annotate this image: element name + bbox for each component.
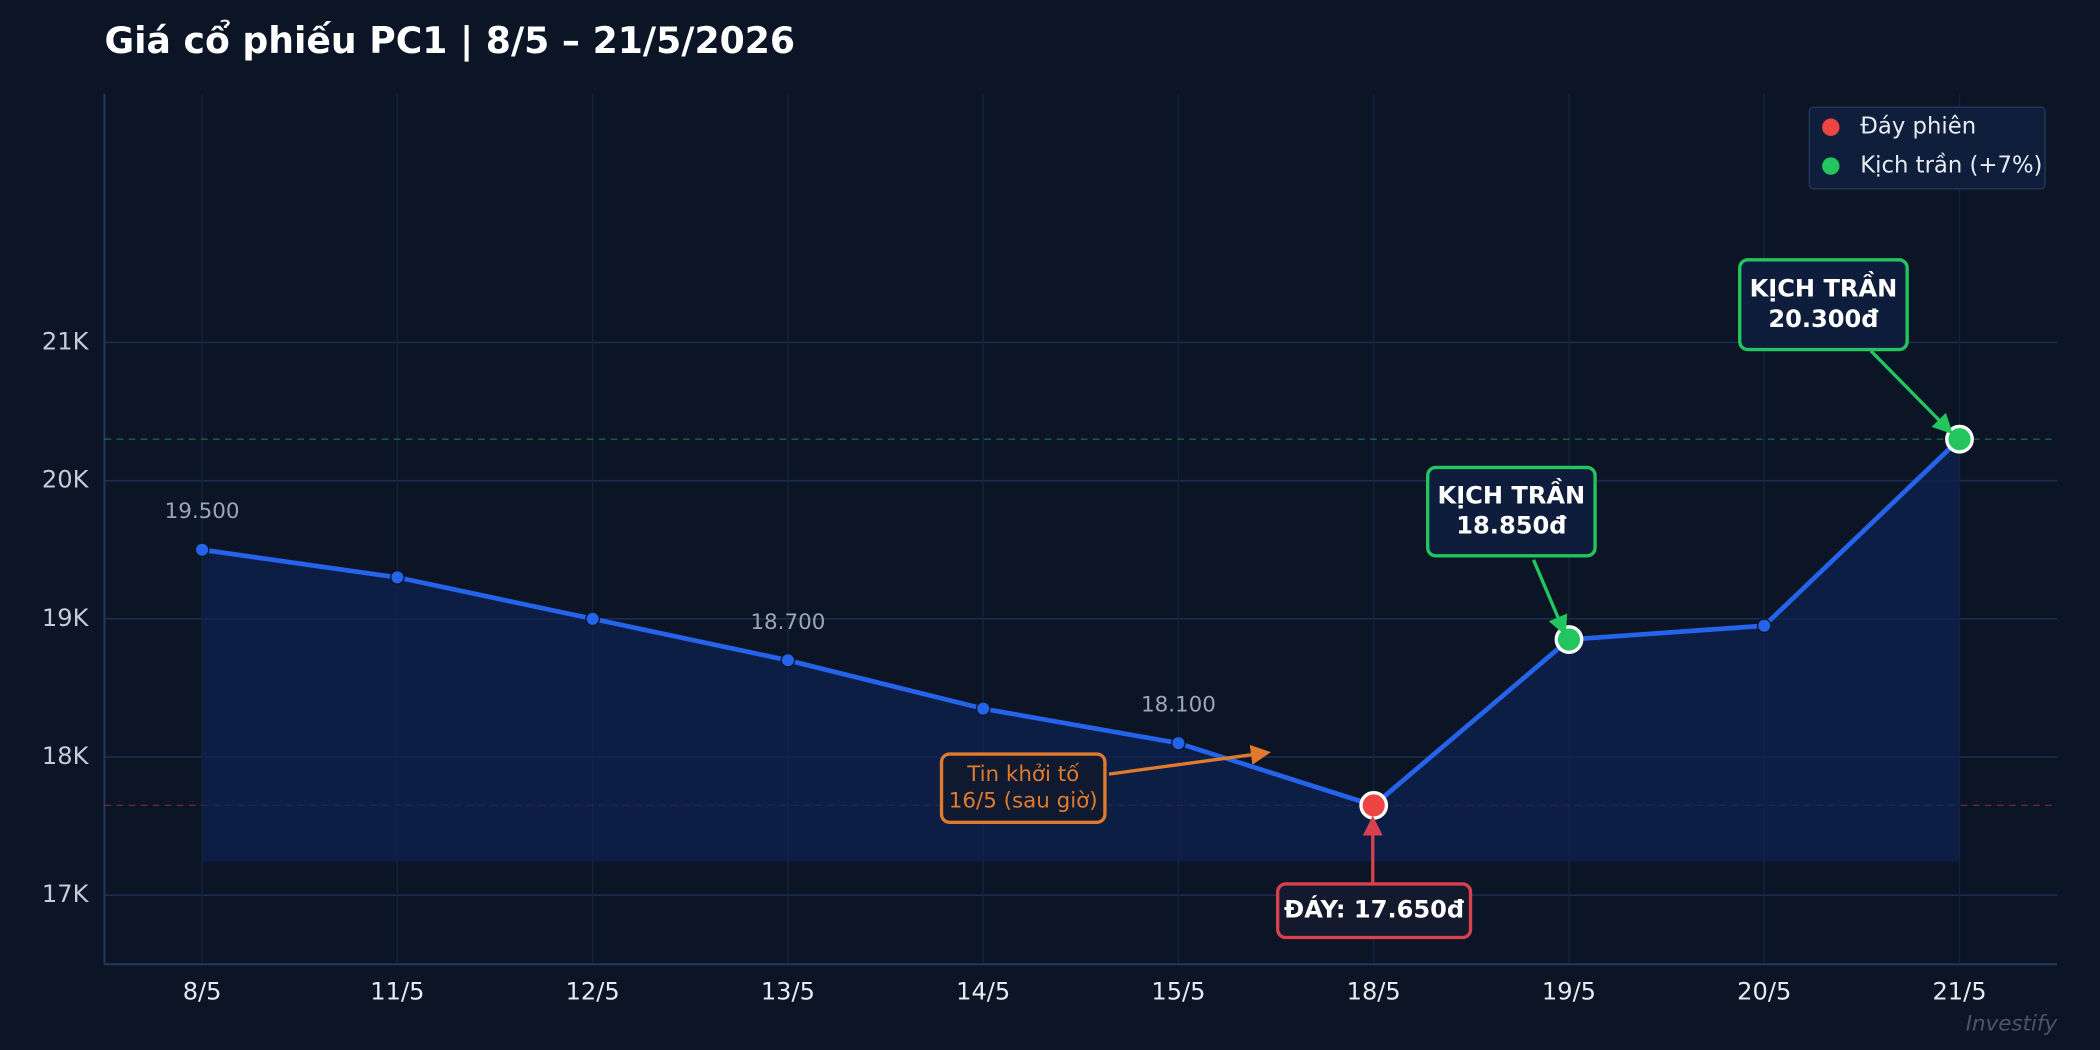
x-tick-label: 21/5: [1932, 977, 1986, 1005]
x-tick-label: 15/5: [1151, 977, 1205, 1005]
point: [1756, 618, 1772, 634]
x-tick-label: 14/5: [956, 977, 1010, 1005]
annotation-text: 20.300đ: [1768, 305, 1879, 333]
legend-marker: [1822, 118, 1840, 136]
line: [201, 437, 1962, 808]
x-tick-label: 13/5: [761, 977, 815, 1005]
annotation-text: 18.850đ: [1456, 512, 1567, 540]
watermark: Investify: [1966, 1012, 2058, 1037]
legend-label: Đáy phiên: [1860, 114, 1976, 140]
x-tick-label: 11/5: [370, 977, 424, 1005]
y-tick-label: 18K: [42, 742, 90, 770]
legend-box: [1808, 106, 2046, 190]
x-tick-label: 18/5: [1347, 977, 1401, 1005]
annotation-text: Tin khởi tố: [966, 762, 1079, 787]
legend-label: Kịch trần (+7%): [1860, 153, 2042, 179]
legend-marker: [1822, 157, 1840, 175]
highlight-point: [1554, 625, 1584, 654]
x-tick-label: 8/5: [183, 977, 222, 1005]
highlight-point: [1359, 790, 1389, 820]
y-tick-label: 21K: [42, 327, 90, 355]
point: [390, 570, 405, 585]
point: [194, 542, 210, 558]
point: [780, 652, 796, 668]
y-tick-label: 19K: [42, 604, 90, 632]
annotation-text: ĐÁY: 17.650đ: [1284, 895, 1465, 924]
annotation-text: 16/5 (sau giờ): [949, 789, 1098, 814]
area: [202, 439, 1960, 862]
annotation-box: [1738, 258, 1909, 352]
point: [975, 701, 991, 717]
annotation-arrow: [1108, 744, 1271, 776]
highlight-point: [1945, 424, 1974, 454]
annotation-box: [939, 752, 1107, 824]
x-tick-label: 19/5: [1542, 977, 1596, 1005]
point: [585, 611, 600, 627]
annotation-box: [1276, 882, 1473, 940]
annotation-box: [1426, 465, 1597, 558]
y-tick-label: 17K: [42, 880, 90, 908]
annotation-text: KỊCH TRẦN: [1438, 477, 1586, 510]
value-label: 19.500: [165, 499, 240, 524]
value-label: 18.100: [1141, 693, 1216, 718]
x-tick-label: 20/5: [1737, 977, 1791, 1005]
point: [1171, 735, 1186, 751]
annotation-text: KỊCH TRẦN: [1750, 270, 1898, 303]
value-label: 18.700: [750, 610, 825, 635]
x-tick-label: 12/5: [566, 977, 620, 1005]
y-tick-label: 20K: [42, 466, 90, 494]
chart-title: Giá cổ phiếu PC1 | 8/5 – 21/5/2026: [104, 19, 795, 62]
annotation-arrow: [1869, 349, 1953, 435]
annotation-arrow: [1531, 559, 1568, 636]
